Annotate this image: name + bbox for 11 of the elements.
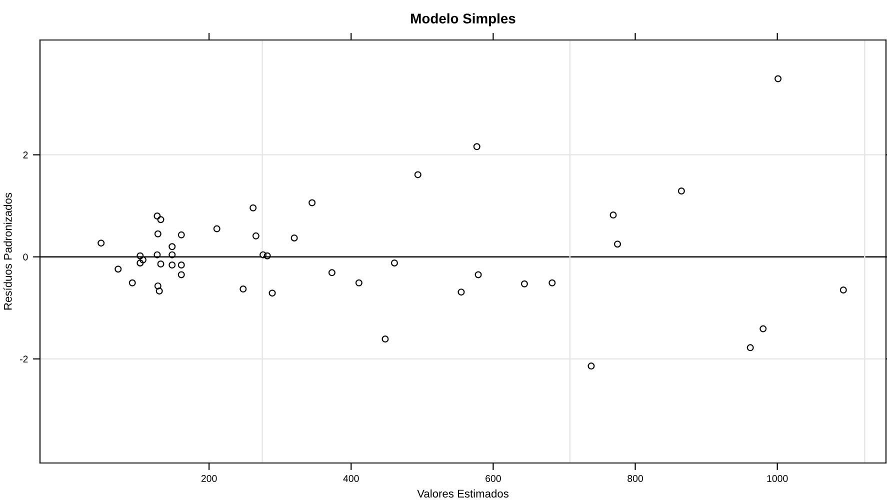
y-axis-title: Resíduos Padronizados: [4, 192, 12, 310]
x-tick-label: 1000: [767, 475, 788, 482]
chart-title: Modelo Simples: [411, 13, 516, 26]
x-tick-label: 800: [628, 475, 643, 482]
x-tick-label: 600: [486, 475, 501, 482]
x-tick-label: 400: [343, 475, 359, 482]
x-axis-title: Valores Estimados: [417, 489, 509, 498]
y-tick-label: 0: [23, 254, 28, 260]
y-tick-label: 2: [23, 152, 28, 158]
y-tick-label: -2: [20, 356, 28, 362]
x-tick-label: 200: [201, 475, 217, 482]
